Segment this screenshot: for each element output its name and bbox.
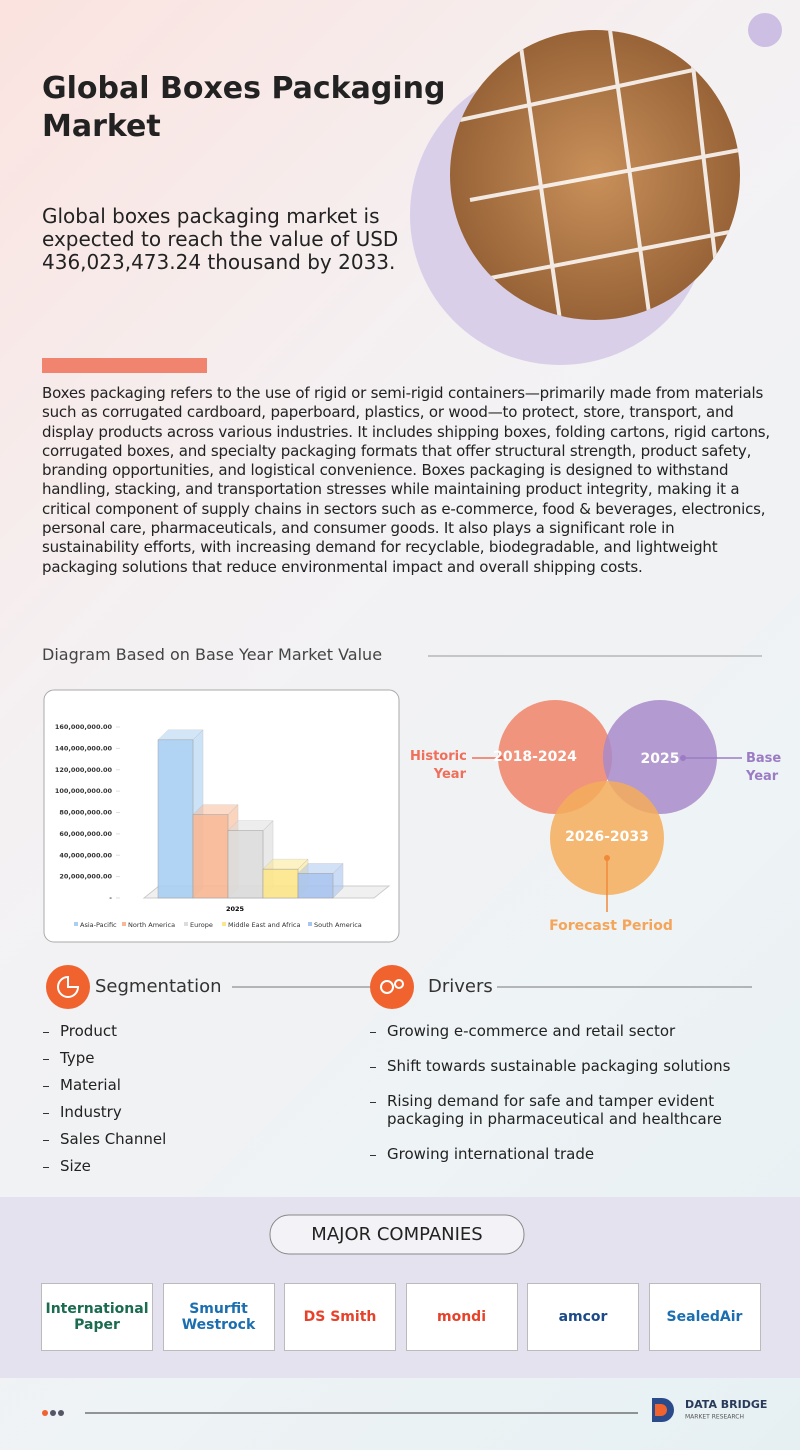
ribbons (459, 30, 740, 320)
y-tick-label: 160,000,000.00 (55, 723, 113, 731)
segmentation-item: Industry (42, 1103, 166, 1130)
y-tick-label: 40,000,000.00 (59, 851, 112, 859)
brand: DATA BRIDGE (685, 1398, 767, 1411)
bar (227, 830, 264, 899)
bar (192, 814, 229, 899)
x-tick-label: 2025 (226, 905, 245, 913)
company-logo: International Paper (41, 1283, 153, 1351)
company-logo: amcor (527, 1283, 639, 1351)
segmentation-item: Size (42, 1157, 166, 1184)
legend-swatch (74, 922, 78, 926)
dot (42, 1410, 48, 1416)
venn-base-label: Base Year (746, 751, 782, 784)
bar (262, 868, 299, 899)
segmentation-item: Sales Channel (42, 1130, 166, 1157)
dot (50, 1410, 56, 1416)
legend-swatch (308, 922, 312, 926)
brand-tagline: MARKET RESEARCH (685, 1414, 744, 1421)
driver-item: Growing international trade (370, 1145, 767, 1163)
icon-glyph (380, 980, 394, 994)
bar (297, 873, 334, 899)
legend-swatch (122, 922, 126, 926)
title: Global Boxes Packaging Market (42, 71, 446, 144)
subtitle: Global boxes packaging market is expecte… (42, 204, 399, 274)
logo-mark (655, 1404, 667, 1416)
legend-label: North America (128, 921, 175, 929)
icon-glyph (394, 979, 404, 989)
bar (157, 739, 194, 899)
segmentation-list: Product Type Material Industry Sales Channel… (42, 1022, 166, 1184)
accent-bar (42, 358, 207, 373)
venn-forecast-label: Forecast Period (549, 918, 673, 934)
drivers-heading: Drivers (428, 976, 493, 997)
icon-glyph (57, 975, 80, 998)
drivers-list: Growing e-commerce and retail sector Shif… (370, 1022, 767, 1180)
venn-circle (603, 700, 717, 814)
dot (58, 1410, 64, 1416)
y-tick-label: 120,000,000.00 (55, 766, 113, 774)
venn-arrows (472, 755, 742, 912)
diagram-heading: Diagram Based on Base Year Market Value (42, 645, 383, 664)
y-tick-label: 100,000,000.00 (55, 787, 113, 795)
venn-historic-period: 2018-2024 (493, 749, 577, 765)
venn-forecast-period: 2026-2033 (565, 829, 649, 845)
driver-item: Growing e-commerce and retail sector (370, 1022, 767, 1040)
segmentation-heading: Segmentation (95, 976, 222, 997)
segmentation-item: Product (42, 1022, 166, 1049)
venn-circle (498, 700, 612, 814)
company-logo: SealedAir (648, 1283, 761, 1351)
legend-label: Middle East and Africa (228, 921, 300, 929)
legend-label: Asia-Pacific (80, 921, 117, 929)
driver-item: Rising demand for safe and tamper eviden… (370, 1092, 767, 1128)
company-logo: mondi (405, 1283, 518, 1351)
venn-circle (550, 781, 664, 895)
segmentation-item: Type (42, 1049, 166, 1076)
venn-historic-label: Historic Year (410, 749, 467, 782)
description: Boxes packaging refers to the use of rig… (42, 384, 770, 576)
venn-base-year: 2025 (641, 751, 680, 767)
legend-label: Europe (190, 921, 213, 929)
company-logo: DS Smith (284, 1283, 396, 1351)
company-logo: Smurfit Westrock (162, 1283, 275, 1351)
segmentation-item: Material (42, 1076, 166, 1103)
deco-circle (748, 13, 782, 47)
y-tick-label: 80,000,000.00 (59, 809, 112, 817)
legend-swatch (184, 922, 188, 926)
legend-label: South America (314, 921, 362, 929)
y-tick-label: - (109, 894, 112, 902)
chart: - 20,000,000.00 40,000,000.00 60,000,000.00… (55, 723, 391, 929)
driver-item: Shift towards sustainable packaging solu… (370, 1057, 767, 1075)
companies-heading: MAJOR COMPANIES (311, 1224, 482, 1245)
y-tick-label: 20,000,000.00 (59, 873, 112, 881)
legend-swatch (222, 922, 226, 926)
y-tick-label: 140,000,000.00 (55, 744, 113, 752)
y-tick-label: 60,000,000.00 (59, 830, 112, 838)
companies-pill (269, 1214, 525, 1255)
